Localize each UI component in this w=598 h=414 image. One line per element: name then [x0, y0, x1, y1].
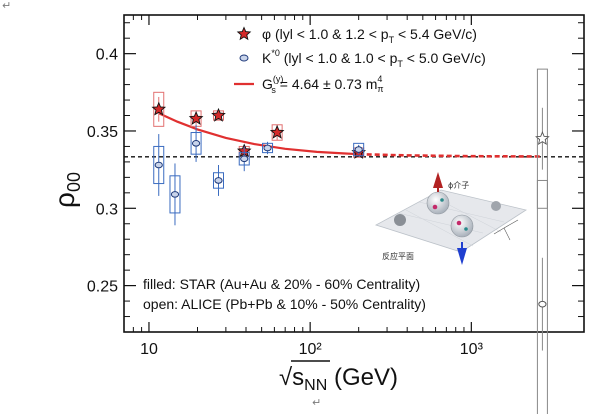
inset-plane-label: 反应平面 — [382, 251, 414, 261]
inset-nucleus — [394, 214, 406, 226]
annotation-text: filled: STAR (Au+Au & 20% - 60% Centrali… — [143, 276, 420, 292]
inset-nucleus — [491, 201, 501, 211]
kstar-circle-point — [538, 300, 547, 308]
legend-label: φ (lyl < 1.0 & 1.2 < pT < 5.4 GeV/c) — [262, 26, 477, 45]
return-mark-bottom: ↵ — [312, 396, 322, 409]
systematic-box — [153, 91, 165, 127]
phi-star-point — [535, 131, 550, 145]
y-tick-label: 0.4 — [96, 47, 118, 64]
legend-circle-marker — [239, 54, 249, 62]
phi-star-point — [151, 101, 167, 116]
inset-axis-line — [503, 219, 519, 229]
kstar-circle-point — [170, 191, 180, 198]
return-mark-top: ↵ — [2, 0, 12, 12]
inset-quark-dot — [432, 204, 438, 210]
axis-ticks: 10 10² 10³ 0.25 0.3 0.35 0.4 — [87, 15, 584, 358]
x-tick-label: 10³ — [460, 341, 484, 358]
systematic-box — [536, 179, 548, 414]
fit-curve-group — [158, 112, 543, 158]
data-points-group — [151, 68, 550, 414]
kstar-circle-point — [240, 155, 249, 163]
inset-quark-dot — [456, 220, 462, 226]
legend-star-marker — [236, 26, 252, 41]
y-tick-label: 0.25 — [87, 279, 118, 296]
inset-quark-dot — [464, 227, 468, 231]
phi-star-point — [269, 124, 285, 139]
x-tick-label: 10 — [140, 341, 158, 358]
kstar-circle-point — [214, 177, 223, 184]
y-tick-label: 0.3 — [96, 201, 118, 218]
spin-arrow-up-icon — [433, 172, 443, 188]
legend-label: G(y) s = 4.64 ± 0.73 m4 π — [262, 74, 384, 95]
inset-grid-line — [405, 209, 474, 247]
inset-quark-dot — [440, 198, 444, 202]
y-tick-label: 0.35 — [87, 124, 118, 141]
x-axis-label: √sNN (GeV) — [279, 364, 398, 394]
kstar-circle-point — [191, 140, 201, 147]
inset-axis-line — [493, 227, 505, 235]
x-tick-label: 10² — [299, 341, 323, 358]
inset-meson-sphere — [426, 191, 450, 215]
plot-frame — [123, 14, 585, 333]
inset-axis-line — [503, 227, 511, 241]
reaction-plane-inset: ϕ介子 反应平面 — [374, 172, 528, 265]
axis-labels: ρ00 √sNN (GeV) — [49, 172, 398, 394]
inset-plane — [374, 189, 528, 253]
phi-star-point — [188, 110, 204, 125]
annotation-text: open: ALICE (Pb+Pb & 10% - 50% Centralit… — [143, 296, 426, 312]
minor-ticks — [123, 15, 584, 332]
spin-arrow-down-icon — [457, 248, 467, 265]
systematic-box — [536, 68, 548, 209]
inset-meson-sphere — [450, 214, 474, 238]
inset-meson-label: ϕ介子 — [448, 181, 469, 190]
kstar-circle-point — [263, 144, 272, 152]
systematic-box — [353, 142, 365, 157]
phi-star-point — [211, 107, 226, 122]
fit-curve-dashed — [358, 152, 543, 158]
legend-label: K*0 (lyl < 1.0 & 1.0 < pT < 5.0 GeV/c) — [262, 48, 486, 69]
kstar-circle-point — [354, 146, 363, 153]
fit-curve-solid — [158, 112, 359, 156]
kstar-circle-point — [154, 161, 163, 169]
legend: φ (lyl < 1.0 & 1.2 < pT < 5.4 GeV/c) K*0 … — [234, 26, 486, 95]
annotations: filled: STAR (Au+Au & 20% - 60% Centrali… — [143, 276, 426, 312]
y-axis-label: ρ00 — [49, 172, 84, 208]
